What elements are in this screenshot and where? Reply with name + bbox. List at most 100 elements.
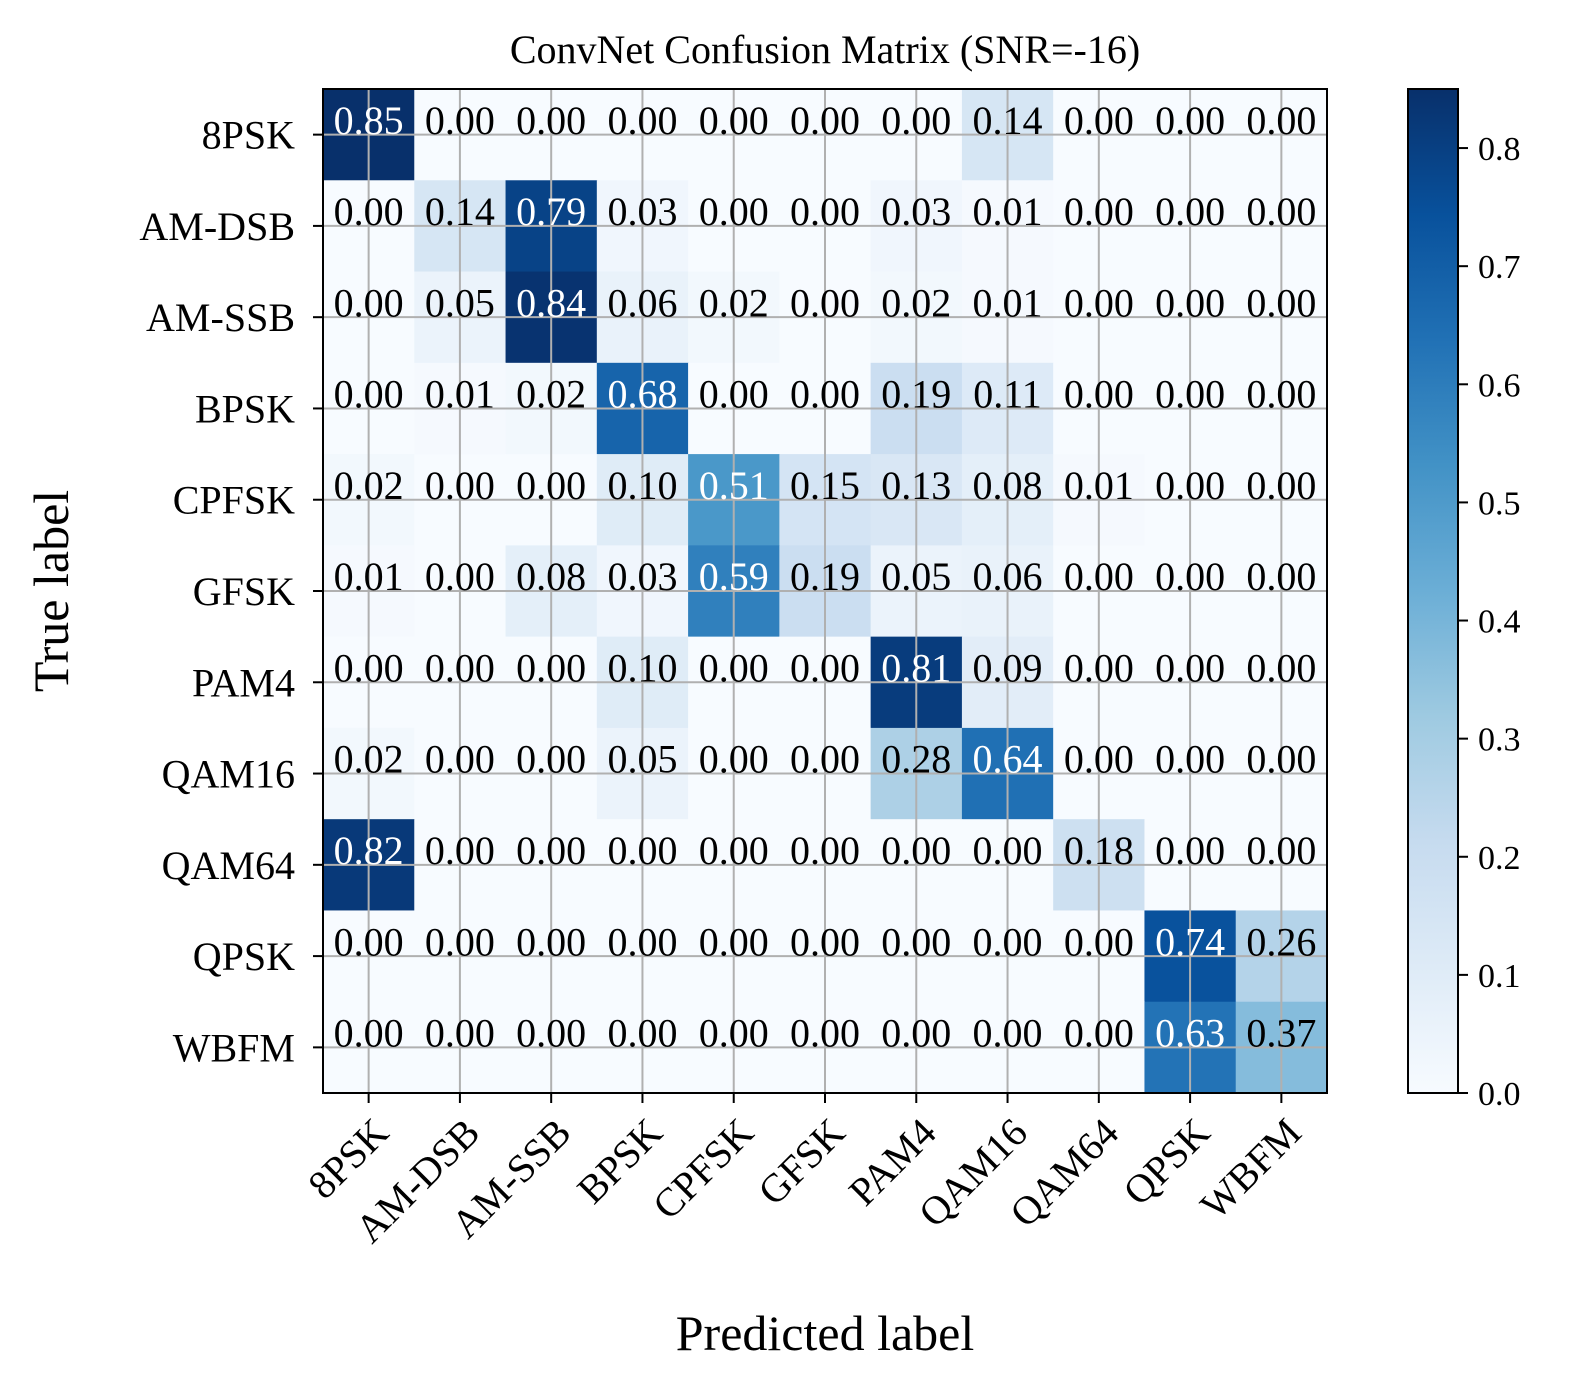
cell-value-label: 0.00: [516, 828, 586, 873]
cell-value-label: 0.02: [516, 372, 586, 417]
cell-value-label: 0.00: [699, 828, 769, 873]
cell-value-label: 0.00: [699, 645, 769, 690]
cell-value-label: 0.64: [973, 737, 1043, 782]
colorbar-tick-label: 0.6: [1478, 367, 1521, 404]
y-tick-label: AM-SSB: [146, 295, 295, 340]
cell-value-label: 0.00: [1064, 737, 1134, 782]
x-tick-label: GFSK: [749, 1109, 853, 1213]
cell-value-label: 0.08: [973, 463, 1043, 508]
cell-value-label: 0.00: [973, 919, 1043, 964]
y-tick-label: CPFSK: [173, 478, 295, 523]
colorbar-tick-label: 0.7: [1478, 249, 1521, 286]
y-tick-label: BPSK: [195, 386, 295, 431]
cell-value-label: 0.84: [516, 280, 586, 325]
cell-value-label: 0.00: [699, 1011, 769, 1056]
y-tick-label: QAM16: [162, 752, 295, 797]
x-tick-label: WBFM: [1191, 1110, 1309, 1228]
chart-title: ConvNet Confusion Matrix (SNR=-16): [510, 27, 1140, 72]
cell-value-label: 0.01: [1064, 463, 1134, 508]
cell-value-label: 0.00: [1246, 189, 1316, 234]
cell-value-label: 0.00: [1155, 98, 1225, 143]
cell-value-label: 0.00: [425, 463, 495, 508]
cell-value-label: 0.00: [516, 463, 586, 508]
cell-value-label: 0.00: [334, 189, 404, 234]
x-tick-label: CPFSK: [644, 1109, 762, 1227]
cell-value-label: 0.00: [1064, 554, 1134, 599]
cell-value-label: 0.10: [607, 463, 677, 508]
cell-value-label: 0.00: [1155, 645, 1225, 690]
cell-value-label: 0.59: [699, 554, 769, 599]
cell-value-label: 0.00: [1064, 1011, 1134, 1056]
cell-value-label: 0.00: [790, 189, 860, 234]
cell-value-label: 0.00: [790, 919, 860, 964]
y-tick-label: 8PSK: [202, 113, 295, 158]
cell-value-label: 0.00: [699, 98, 769, 143]
cell-value-label: 0.00: [1246, 554, 1316, 599]
y-tick-label: GFSK: [193, 569, 295, 614]
cell-value-label: 0.00: [973, 828, 1043, 873]
cell-value-label: 0.00: [699, 189, 769, 234]
cell-value-label: 0.00: [1064, 189, 1134, 234]
cell-value-label: 0.00: [607, 919, 677, 964]
cell-value-label: 0.00: [516, 1011, 586, 1056]
cell-value-label: 0.37: [1246, 1011, 1316, 1056]
cell-value-label: 0.00: [790, 98, 860, 143]
cell-value-label: 0.26: [1246, 919, 1316, 964]
cell-value-label: 0.00: [425, 1011, 495, 1056]
cell-value-label: 0.00: [1155, 463, 1225, 508]
cell-value-label: 0.00: [1155, 737, 1225, 782]
cell-value-label: 0.28: [881, 737, 951, 782]
cell-value-label: 0.00: [790, 828, 860, 873]
cell-value-label: 0.00: [881, 919, 951, 964]
cell-value-label: 0.85: [334, 98, 404, 143]
cell-value-label: 0.10: [607, 645, 677, 690]
cell-value-label: 0.00: [699, 737, 769, 782]
cell-value-label: 0.00: [1064, 280, 1134, 325]
cell-value-label: 0.00: [1155, 828, 1225, 873]
cell-value-label: 0.01: [334, 554, 404, 599]
y-tick-label: QPSK: [193, 934, 295, 979]
cell-value-label: 0.06: [973, 554, 1043, 599]
colorbar-tick-label: 0.5: [1478, 485, 1521, 522]
cell-value-label: 0.00: [699, 919, 769, 964]
cell-value-label: 0.00: [1064, 98, 1134, 143]
cell-value-label: 0.05: [425, 280, 495, 325]
cell-value-label: 0.00: [334, 645, 404, 690]
cell-value-label: 0.00: [1246, 463, 1316, 508]
cell-value-label: 0.09: [973, 645, 1043, 690]
cell-value-label: 0.00: [1155, 280, 1225, 325]
cell-value-label: 0.02: [881, 280, 951, 325]
cell-value-label: 0.00: [1064, 645, 1134, 690]
cell-value-label: 0.74: [1155, 919, 1225, 964]
cell-value-label: 0.06: [607, 280, 677, 325]
cell-value-label: 0.00: [1246, 98, 1316, 143]
colorbar-tick-label: 0.1: [1478, 958, 1521, 995]
cell-value-label: 0.00: [1246, 828, 1316, 873]
colorbar-ticks: 0.0 0.1 0.2 0.3 0.4 0.5 0.6 0.7 0.8: [1458, 131, 1521, 1113]
cell-value-label: 0.14: [425, 189, 495, 234]
cell-value-label: 0.03: [881, 189, 951, 234]
cell-value-label: 0.02: [334, 737, 404, 782]
colorbar-tick-label: 0.4: [1478, 604, 1521, 641]
cell-value-label: 0.79: [516, 189, 586, 234]
cell-value-label: 0.00: [790, 280, 860, 325]
cell-value-label: 0.00: [516, 98, 586, 143]
cell-value-label: 0.00: [1064, 919, 1134, 964]
gridlines: [323, 89, 1327, 1093]
cell-value-label: 0.68: [607, 372, 677, 417]
cell-value-label: 0.00: [516, 737, 586, 782]
cell-value-label: 0.00: [334, 919, 404, 964]
cell-value-label: 0.00: [516, 919, 586, 964]
cell-value-label: 0.00: [881, 828, 951, 873]
cell-value-label: 0.00: [607, 828, 677, 873]
cell-value-label: 0.00: [334, 280, 404, 325]
cell-value-label: 0.00: [699, 372, 769, 417]
cell-value-label: 0.00: [790, 737, 860, 782]
colorbar-tick-label: 0.2: [1478, 840, 1521, 877]
cell-value-label: 0.00: [1155, 372, 1225, 417]
cell-value-label: 0.15: [790, 463, 860, 508]
cell-value-label: 0.02: [334, 463, 404, 508]
cell-value-label: 0.00: [1246, 737, 1316, 782]
cell-value-label: 0.13: [881, 463, 951, 508]
